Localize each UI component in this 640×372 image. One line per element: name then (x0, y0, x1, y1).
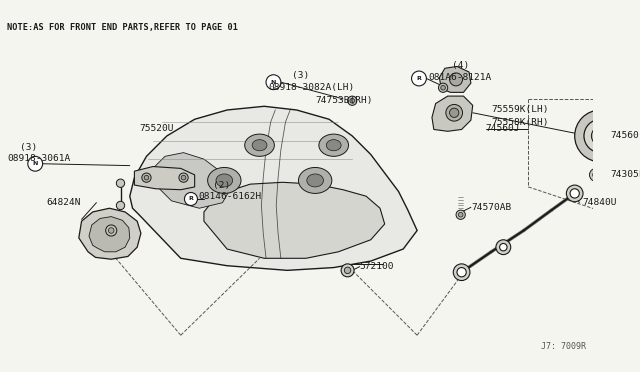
Text: (3): (3) (20, 142, 38, 151)
Ellipse shape (319, 134, 349, 156)
Circle shape (108, 228, 114, 233)
Text: 08918-3082A(LH): 08918-3082A(LH) (269, 83, 355, 92)
Text: (3): (3) (292, 71, 309, 80)
Text: J7: 7009R: J7: 7009R (541, 342, 586, 351)
Circle shape (566, 185, 583, 202)
Circle shape (181, 175, 186, 180)
Circle shape (266, 75, 281, 90)
Ellipse shape (307, 174, 323, 187)
Text: N: N (33, 161, 38, 166)
Circle shape (449, 108, 459, 118)
Circle shape (341, 264, 354, 277)
Text: NOTE:AS FOR FRONT END PARTS,REFER TO PAGE 01: NOTE:AS FOR FRONT END PARTS,REFER TO PAG… (8, 23, 239, 32)
Text: 64824N: 64824N (46, 198, 81, 207)
Circle shape (496, 240, 511, 254)
Circle shape (438, 83, 448, 92)
Circle shape (457, 267, 467, 277)
Circle shape (449, 73, 463, 86)
Text: 081A6-8121A: 081A6-8121A (428, 73, 492, 82)
Circle shape (596, 131, 605, 141)
Text: 08918-3061A: 08918-3061A (8, 154, 70, 163)
Text: 74840U: 74840U (582, 198, 616, 207)
Text: 74753B(RH): 74753B(RH) (315, 96, 372, 105)
Text: 74560: 74560 (610, 131, 639, 140)
Circle shape (575, 110, 627, 162)
Ellipse shape (216, 174, 233, 187)
Polygon shape (432, 96, 473, 131)
Text: 75558K(RH): 75558K(RH) (492, 118, 548, 126)
Circle shape (350, 99, 355, 103)
Text: 08146-6162H: 08146-6162H (198, 192, 262, 201)
Polygon shape (130, 106, 417, 270)
Polygon shape (151, 153, 230, 208)
Circle shape (570, 189, 579, 198)
Circle shape (441, 86, 445, 90)
Circle shape (589, 169, 602, 182)
Circle shape (28, 156, 43, 171)
Ellipse shape (207, 167, 241, 193)
Ellipse shape (252, 140, 267, 151)
Circle shape (456, 210, 465, 219)
Text: 74570AB: 74570AB (471, 203, 511, 212)
Polygon shape (79, 208, 141, 259)
Circle shape (116, 201, 125, 210)
Circle shape (344, 267, 351, 273)
Circle shape (412, 71, 426, 86)
Circle shape (593, 171, 599, 178)
Circle shape (184, 192, 197, 205)
Circle shape (458, 212, 463, 217)
Circle shape (142, 173, 151, 182)
Ellipse shape (244, 134, 275, 156)
Text: 74305F: 74305F (610, 170, 640, 179)
Circle shape (500, 243, 507, 251)
Text: R: R (189, 196, 193, 202)
Text: (4): (4) (452, 61, 470, 70)
Circle shape (106, 225, 116, 236)
Text: 75520U: 75520U (139, 124, 173, 133)
Text: 75559K(LH): 75559K(LH) (492, 106, 548, 115)
Polygon shape (89, 217, 130, 252)
Circle shape (348, 96, 357, 105)
Text: R: R (417, 76, 421, 81)
Text: (2): (2) (213, 180, 230, 190)
Text: N: N (271, 80, 276, 85)
Polygon shape (440, 67, 471, 92)
Circle shape (584, 119, 618, 153)
Polygon shape (204, 182, 385, 258)
Circle shape (453, 264, 470, 280)
Polygon shape (134, 167, 195, 190)
Ellipse shape (298, 167, 332, 193)
Text: 74560J: 74560J (486, 124, 520, 133)
Circle shape (591, 127, 610, 145)
Circle shape (144, 175, 148, 180)
Ellipse shape (326, 140, 341, 151)
Circle shape (179, 173, 188, 182)
Circle shape (446, 105, 463, 121)
Text: 572100: 572100 (360, 262, 394, 271)
Circle shape (116, 179, 125, 187)
